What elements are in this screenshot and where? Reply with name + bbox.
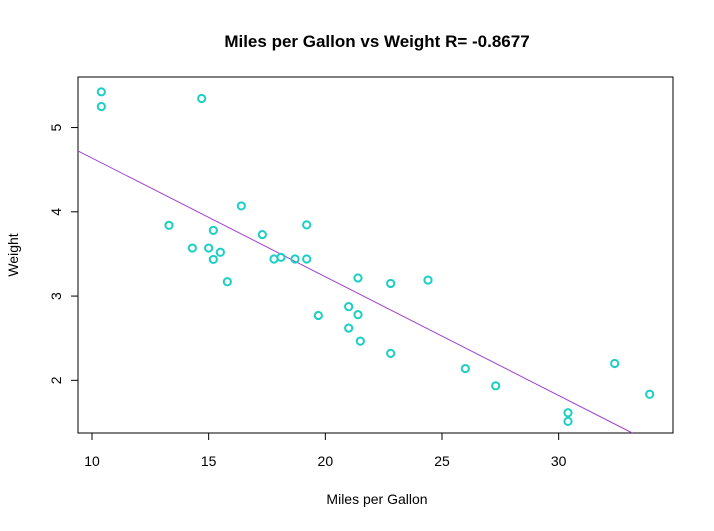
data-point — [460, 363, 470, 374]
chart-title: Miles per Gallon vs Weight R= -0.8677 — [224, 32, 529, 51]
data-point — [355, 336, 365, 346]
data-point — [257, 229, 267, 240]
data-point — [386, 278, 396, 289]
data-point — [610, 358, 620, 369]
y-axis-label: Weight — [5, 233, 21, 276]
x-tick-label: 25 — [434, 453, 450, 469]
data-point — [353, 310, 363, 320]
data-point — [208, 225, 218, 235]
data-point — [563, 416, 573, 426]
x-axis: 10 15 20 25 30 — [84, 432, 567, 469]
y-tick-label: 3 — [48, 292, 64, 300]
data-point — [386, 348, 396, 358]
data-point — [164, 220, 174, 230]
data-point — [215, 247, 225, 257]
y-tick-label: 4 — [48, 208, 64, 216]
regression-line-group — [77, 150, 633, 434]
x-tick-label: 15 — [201, 453, 217, 469]
data-point — [197, 93, 207, 104]
data-point — [353, 273, 363, 283]
plot-frame — [77, 76, 674, 434]
data-point — [302, 220, 312, 230]
data-point — [645, 389, 655, 399]
data-point — [344, 302, 354, 312]
data-point — [563, 408, 573, 418]
data-point — [187, 243, 197, 253]
y-tick-label: 5 — [48, 123, 64, 131]
data-points — [96, 87, 655, 426]
data-point — [423, 275, 433, 285]
data-point — [236, 201, 246, 211]
y-tick-label: 2 — [48, 376, 64, 384]
data-point — [313, 310, 323, 321]
data-point — [96, 87, 106, 97]
data-point — [491, 381, 501, 391]
regression-line — [77, 150, 633, 434]
data-point — [269, 254, 279, 264]
data-point — [204, 243, 214, 253]
x-tick-label: 10 — [84, 453, 100, 469]
data-point — [222, 277, 232, 287]
data-point — [208, 254, 218, 265]
data-point — [290, 254, 300, 264]
data-point — [96, 101, 106, 112]
data-point — [302, 254, 312, 264]
x-axis-label: Miles per Gallon — [326, 491, 427, 507]
y-axis: 2 3 4 5 — [48, 123, 79, 384]
x-tick-label: 30 — [551, 453, 567, 469]
data-point — [344, 323, 354, 333]
x-tick-label: 20 — [318, 453, 334, 469]
